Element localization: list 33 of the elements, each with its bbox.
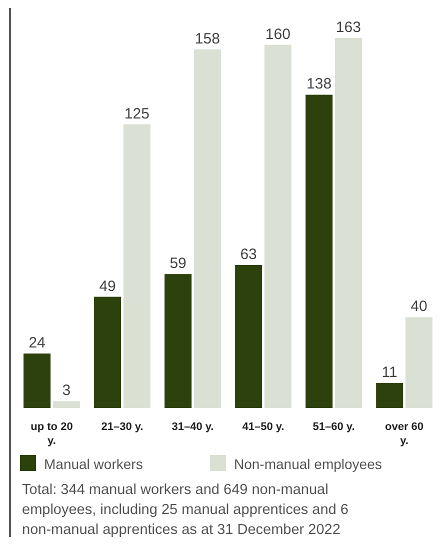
bar — [235, 264, 262, 408]
bar — [194, 49, 221, 408]
data-label: 158 — [194, 30, 220, 48]
x-tick-label: 51–60 y. — [312, 421, 355, 433]
bar — [376, 383, 404, 408]
bar — [405, 317, 432, 408]
bar — [94, 296, 122, 408]
x-tick-label: up to 20 y. — [30, 421, 73, 447]
legend-label: Manual workers — [44, 456, 143, 472]
data-label: 163 — [336, 19, 361, 36]
data-label: 40 — [410, 298, 428, 316]
data-label: 11 — [382, 364, 398, 382]
data-label: 59 — [170, 255, 186, 272]
data-label: 63 — [240, 246, 257, 263]
bar — [334, 38, 362, 408]
bar — [264, 44, 292, 408]
data-label: 125 — [124, 105, 150, 122]
x-tick-label: 41–50 y. — [242, 421, 284, 433]
bar — [306, 94, 333, 408]
data-label: 160 — [265, 26, 290, 43]
legend-label: Non-manual employees — [234, 456, 382, 472]
bar — [24, 354, 51, 408]
x-tick-label: over 60 y. — [385, 421, 424, 447]
text: Total: 344 manual workers and 649 non-manual employees, including 25 manual apprentices and 6 non-manual apprentices as at 31 December 2022 — [22, 482, 348, 538]
data-label: 24 — [28, 334, 46, 352]
x-tick-label: 31–40 y. — [172, 421, 214, 433]
bar — [164, 274, 192, 408]
bar — [123, 124, 150, 408]
data-label: 138 — [306, 76, 332, 93]
x-tick-label: 21–30 y. — [101, 421, 144, 433]
data-label: 49 — [99, 278, 116, 295]
bar — [52, 401, 80, 408]
data-label: 3 — [62, 382, 71, 400]
